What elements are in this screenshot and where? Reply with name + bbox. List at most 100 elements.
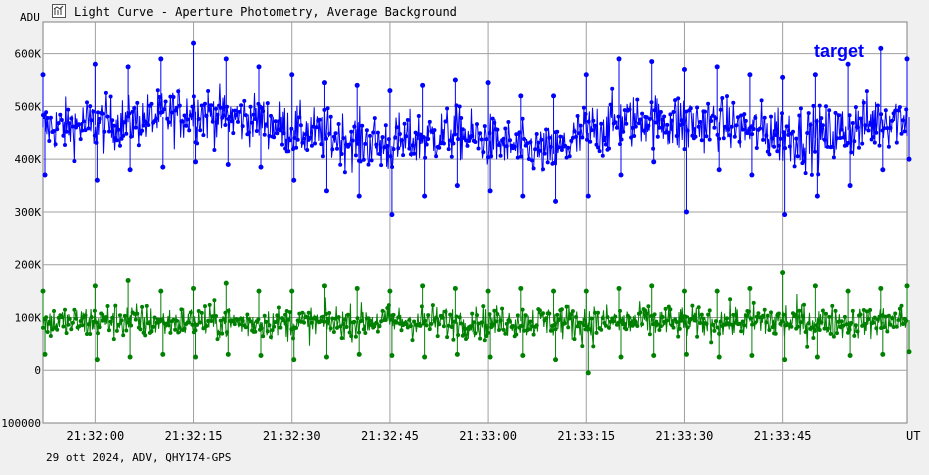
data-point xyxy=(187,320,192,325)
light-curve-icon[interactable] xyxy=(52,4,66,18)
data-point xyxy=(50,327,55,332)
data-point xyxy=(446,147,451,152)
x-tick-label: 21:32:45 xyxy=(361,429,419,443)
data-point xyxy=(61,133,66,138)
data-point xyxy=(88,104,93,109)
data-point xyxy=(320,154,325,159)
data-point xyxy=(555,129,560,134)
data-point xyxy=(872,140,877,145)
data-point-low xyxy=(618,172,624,178)
data-point xyxy=(207,302,212,307)
data-point xyxy=(308,135,313,140)
data-point xyxy=(833,110,838,115)
data-point-high xyxy=(485,80,491,86)
data-point xyxy=(218,318,223,323)
data-point xyxy=(486,155,490,160)
data-point xyxy=(734,123,739,128)
data-point xyxy=(572,129,577,134)
data-point xyxy=(176,330,181,335)
data-point xyxy=(347,330,352,335)
data-point xyxy=(415,132,420,137)
data-point xyxy=(402,121,407,126)
data-point xyxy=(412,319,417,324)
data-point-high xyxy=(747,72,753,78)
data-point xyxy=(284,309,289,313)
data-point xyxy=(575,324,580,329)
series-target xyxy=(40,40,912,218)
data-point xyxy=(592,310,597,315)
data-point xyxy=(734,318,739,323)
data-point xyxy=(273,320,278,325)
data-point xyxy=(427,327,432,332)
data-point xyxy=(888,126,893,130)
data-point xyxy=(262,313,267,318)
data-point xyxy=(457,104,462,109)
series-comparison xyxy=(40,270,912,376)
data-point xyxy=(729,322,734,327)
data-point xyxy=(437,145,442,150)
data-point xyxy=(435,334,440,339)
data-point xyxy=(201,326,206,331)
data-point xyxy=(250,120,255,125)
data-point xyxy=(338,324,343,329)
data-point xyxy=(440,315,445,320)
data-point xyxy=(300,140,305,145)
data-point xyxy=(802,302,806,307)
data-point xyxy=(902,129,907,134)
data-point xyxy=(831,155,836,160)
data-point xyxy=(165,116,170,121)
data-point xyxy=(855,329,860,334)
data-point xyxy=(393,135,398,140)
data-point xyxy=(651,146,656,151)
data-point xyxy=(407,317,412,322)
data-point xyxy=(614,125,619,130)
data-point xyxy=(567,316,572,321)
data-point xyxy=(739,329,744,334)
data-point-high xyxy=(40,288,46,294)
data-point xyxy=(377,152,382,156)
data-point xyxy=(451,337,456,342)
data-point xyxy=(248,104,253,109)
data-point xyxy=(534,323,539,328)
data-point xyxy=(410,338,415,343)
data-point xyxy=(624,121,629,126)
data-point-high xyxy=(616,285,622,291)
data-point xyxy=(731,100,736,105)
data-point-high xyxy=(518,285,524,291)
data-point-high xyxy=(289,72,295,78)
data-point xyxy=(728,133,733,138)
data-point xyxy=(67,121,72,126)
data-point xyxy=(633,124,638,129)
data-point xyxy=(353,334,358,339)
data-point xyxy=(764,133,769,138)
data-point xyxy=(603,142,608,147)
data-point xyxy=(838,324,843,329)
data-point-high xyxy=(92,61,98,67)
data-point xyxy=(236,317,240,322)
data-point xyxy=(253,117,258,121)
data-point xyxy=(861,308,866,312)
data-point xyxy=(853,323,858,328)
data-point xyxy=(220,331,225,336)
data-point xyxy=(665,318,670,323)
x-tick-label: 21:33:00 xyxy=(459,429,517,443)
data-point xyxy=(212,298,217,303)
data-point xyxy=(885,329,890,334)
data-point xyxy=(682,147,687,152)
data-point xyxy=(655,322,660,327)
data-point xyxy=(822,137,827,142)
data-point-high xyxy=(321,283,327,289)
x-tick-label: 21:33:15 xyxy=(557,429,615,443)
data-point xyxy=(96,331,100,336)
data-point xyxy=(133,125,138,130)
data-point xyxy=(531,332,536,337)
data-point-low xyxy=(323,354,329,360)
y-tick-label: 300K xyxy=(15,206,42,219)
data-point xyxy=(441,324,446,329)
data-point xyxy=(143,333,148,338)
data-point xyxy=(866,128,871,133)
data-point xyxy=(141,123,146,128)
data-point xyxy=(146,123,151,127)
data-point xyxy=(342,170,347,175)
data-point xyxy=(448,138,453,143)
